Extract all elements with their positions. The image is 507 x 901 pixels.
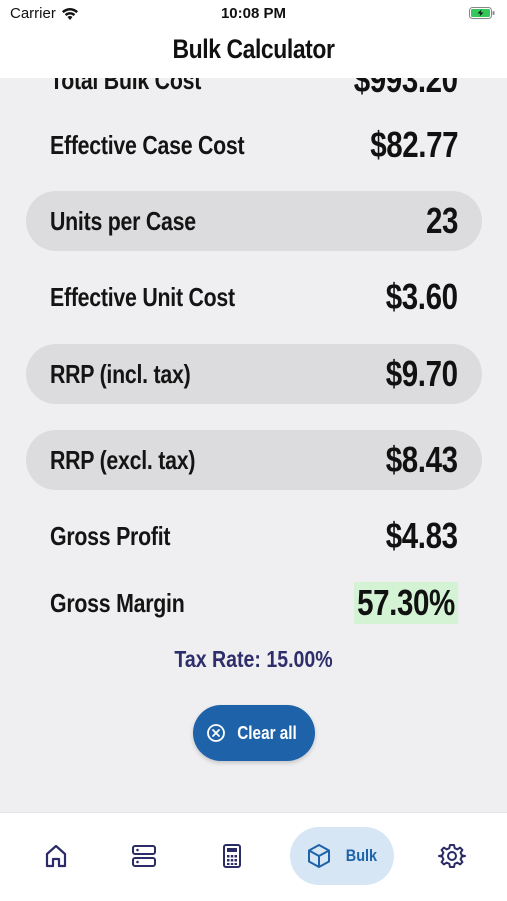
clear-all-label: Clear all [237,722,297,743]
tab-bar: Bulk [0,812,507,901]
row-value: 23 [425,200,458,241]
clock: 10:08 PM [220,5,287,22]
row-effective-unit-cost: Effective Unit Cost $3.60 [26,267,482,327]
tab-calculator[interactable] [212,827,252,885]
page-title: Bulk Calculator [172,34,335,64]
row-value: $993.20 [354,78,458,100]
row-effective-case-cost: Effective Case Cost $82.77 [26,115,482,175]
gross-margin-value: 57.30% [353,582,458,624]
tab-home[interactable] [36,827,76,885]
tab-list[interactable] [124,827,164,885]
row-label: RRP (excl. tax) [50,444,196,475]
row-label: Effective Case Cost [50,129,245,160]
home-icon [45,844,67,868]
row-rrp-incl-tax[interactable]: RRP (incl. tax) $9.70 [26,344,482,404]
row-gross-margin: Gross Margin 57.30% [26,573,482,633]
row-total-bulk-cost: Total Bulk Cost $993.20 [26,78,482,110]
row-units-per-case[interactable]: Units per Case 23 [26,191,482,251]
list-icon [132,845,156,867]
wifi-icon [61,7,78,20]
row-label: Gross Margin [50,587,185,618]
row-label: RRP (incl. tax) [50,358,191,389]
row-gross-profit: Gross Profit $4.83 [26,506,482,566]
row-value: $4.83 [386,515,458,556]
row-label: Effective Unit Cost [50,281,235,312]
row-value: $82.77 [370,124,458,165]
row-label: Units per Case [50,205,196,236]
calculator-icon [223,844,241,868]
row-label: Total Bulk Cost [50,78,202,95]
box-icon [307,844,330,868]
gear-icon [438,844,466,868]
row-value: $9.70 [386,353,458,394]
status-bar: Carrier 10:08 PM [0,0,507,28]
tax-rate-text[interactable]: Tax Rate: 15.00% [174,646,333,672]
carrier-status: Carrier [10,5,79,22]
tab-bulk[interactable]: Bulk [290,827,394,885]
clear-circle-icon [207,724,225,742]
clear-all-button[interactable]: Clear all [193,705,315,761]
battery-charging-icon [469,7,495,19]
row-rrp-excl-tax[interactable]: RRP (excl. tax) $8.43 [26,430,482,490]
tab-settings[interactable] [432,827,472,885]
row-value: $3.60 [386,276,458,317]
tab-bulk-label: Bulk [345,846,377,865]
row-label: Gross Profit [50,520,171,551]
carrier-label: Carrier [10,5,56,22]
row-value: $8.43 [386,439,458,480]
results-list[interactable]: Total Bulk Cost $993.20 Effective Case C… [0,78,507,812]
